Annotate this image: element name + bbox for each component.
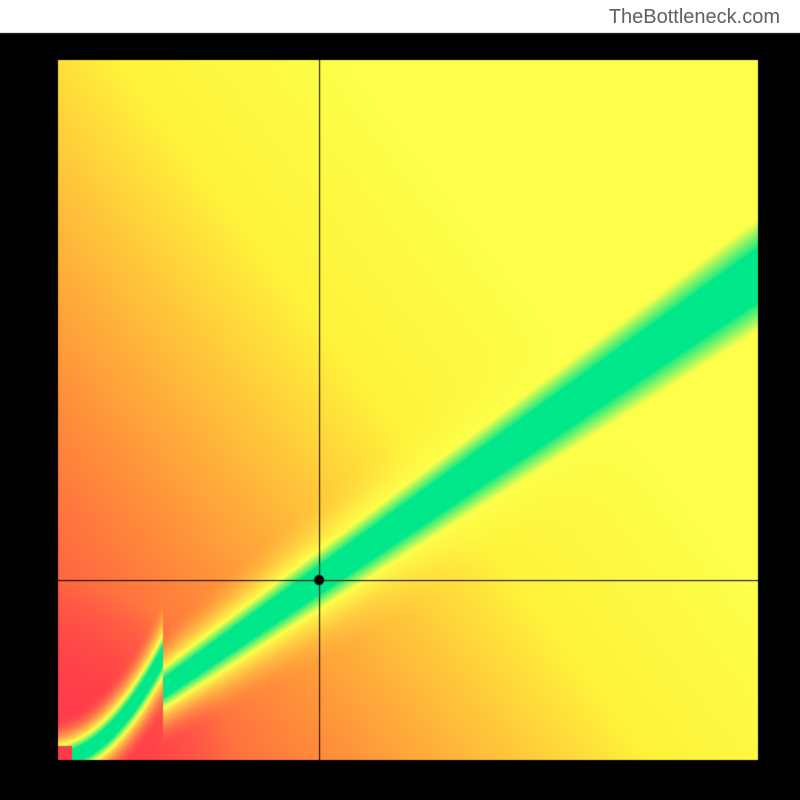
chart-container: TheBottleneck.com: [0, 0, 800, 800]
attribution-text: TheBottleneck.com: [609, 6, 780, 29]
heatmap-canvas: [0, 0, 800, 800]
